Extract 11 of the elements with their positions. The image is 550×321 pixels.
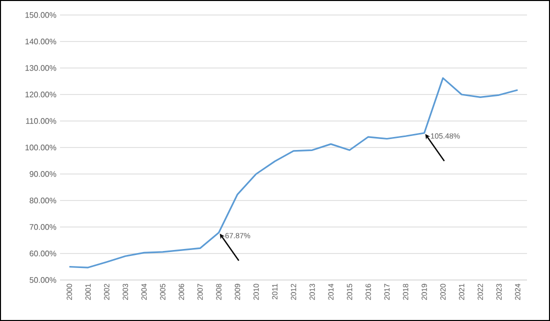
y-tick-label: 120.00% (26, 92, 56, 98)
y-tick-label: 80.00% (30, 198, 56, 204)
y-tick-label: 70.00% (30, 224, 56, 230)
y-tick-label: 140.00% (26, 38, 56, 44)
y-tick-label: 130.00% (26, 65, 56, 71)
y-tick-label: 110.00% (26, 118, 56, 124)
y-tick-label: 50.00% (30, 277, 56, 283)
y-tick-label: 150.00% (26, 12, 56, 18)
y-tick-label: 90.00% (30, 171, 56, 177)
y-tick-label: 100.00% (26, 144, 56, 150)
y-tick-label: 60.00% (30, 250, 56, 256)
